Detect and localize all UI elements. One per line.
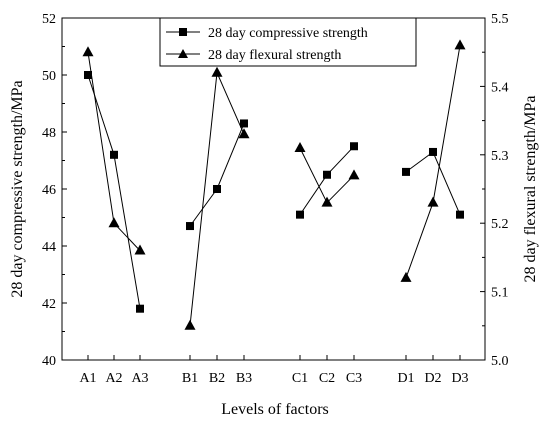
x-tick-label: C1: [292, 371, 308, 386]
x-tick-label: C3: [346, 371, 362, 386]
data-point-compressive: [136, 304, 144, 313]
data-point-flexural: [321, 196, 333, 207]
right-y-tick-label: 5.1: [491, 286, 509, 301]
right-y-tick-label: 5.0: [491, 354, 509, 369]
data-point-flexural: [348, 169, 360, 180]
x-tick-label: B2: [209, 371, 225, 386]
data-point-compressive: [110, 150, 118, 159]
legend-marker-flexural: [178, 49, 188, 58]
legend: 28 day compressive strength 28 day flexu…: [159, 17, 417, 67]
data-point-flexural: [427, 196, 439, 207]
x-tick-label: D3: [451, 371, 468, 386]
right-y-tick-label: 5.3: [491, 149, 509, 164]
left-y-axis-ticks: 40 42 44 46 48 50 52: [42, 12, 67, 369]
plot-axes: [61, 17, 486, 361]
x-tick-label: D2: [424, 371, 441, 386]
data-point-compressive: [350, 142, 358, 151]
left-y-tick-label: 46: [42, 183, 56, 198]
right-y-tick-label: 5.4: [491, 80, 509, 95]
series-line-compressive: [189, 123, 245, 227]
data-point-compressive: [213, 185, 221, 193]
series-line-compressive: [87, 74, 141, 309]
data-point-compressive: [456, 210, 464, 219]
legend-label-flexural: 28 day flexural strength: [208, 48, 341, 63]
right-y-tick-label: 5.5: [491, 12, 509, 27]
x-tick-label: A3: [131, 371, 148, 386]
data-point-flexural: [134, 244, 146, 255]
left-y-tick-label: 42: [42, 297, 56, 312]
series-line-flexural: [405, 45, 461, 279]
plot-frame: [61, 17, 486, 361]
right-y-tick-label: 5.2: [491, 217, 509, 232]
left-y-tick-label: 48: [42, 126, 56, 141]
data-point-flexural: [108, 217, 120, 228]
data-point-compressive: [402, 167, 410, 176]
data-point-compressive: [186, 222, 194, 231]
left-y-tick-label: 40: [42, 354, 56, 369]
left-y-tick-label: 50: [42, 69, 56, 84]
data-point-flexural: [400, 271, 412, 282]
data-point-flexural: [184, 319, 196, 330]
data-point-flexural: [294, 141, 306, 152]
x-tick-label: A2: [105, 371, 122, 386]
series-layer: [82, 39, 466, 330]
x-tick-label: A1: [79, 371, 96, 386]
x-tick-label: B1: [182, 371, 198, 386]
right-y-axis-title: 28 day flexural strength/MPa: [522, 95, 539, 282]
x-tick-label: C2: [319, 371, 335, 386]
legend-label-compressive: 28 day compressive strength: [208, 26, 368, 41]
x-axis-ticks: A1 A2 A3 B1 B2 B3 C1 C2 C3 D1 D2 D3: [79, 355, 469, 386]
legend-marker-compressive: [179, 28, 187, 36]
left-y-tick-label: 44: [42, 240, 56, 255]
data-point-flexural: [238, 128, 250, 139]
data-point-compressive: [84, 71, 92, 79]
data-point-flexural: [82, 46, 94, 57]
data-point-flexural: [211, 66, 223, 77]
legend-box: [159, 17, 417, 67]
data-point-flexural: [454, 39, 466, 50]
data-point-compressive: [240, 119, 248, 128]
left-y-axis-title: 28 day compressive strength/MPa: [9, 80, 26, 297]
series-line-flexural: [189, 70, 245, 326]
data-point-compressive: [429, 147, 437, 156]
right-y-axis-ticks: 5.0 5.1 5.2 5.3 5.4 5.5: [480, 12, 509, 369]
left-y-tick-label: 52: [42, 12, 56, 27]
data-point-compressive: [323, 170, 331, 179]
x-tick-label: D1: [397, 371, 414, 386]
data-point-compressive: [296, 210, 304, 219]
x-axis-title: Levels of factors: [221, 401, 329, 418]
x-tick-label: B3: [236, 371, 252, 386]
